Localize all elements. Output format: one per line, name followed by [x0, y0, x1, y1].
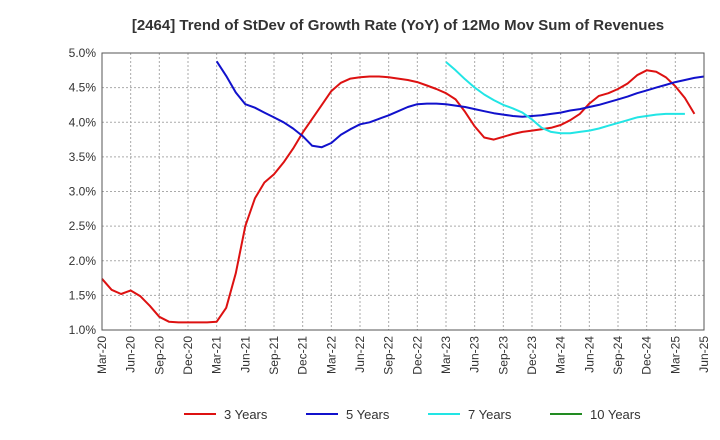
y-tick-label: 1.5% — [69, 288, 97, 302]
x-tick-label: Sep-21 — [267, 336, 281, 375]
series-line-3-years — [101, 69, 696, 324]
x-tick-label: Dec-20 — [181, 336, 195, 375]
x-tick-label: Mar-20 — [95, 336, 109, 374]
y-tick-label: 4.0% — [69, 115, 97, 129]
x-tick-label: Jun-24 — [582, 336, 596, 373]
x-tick-label: Dec-22 — [410, 336, 424, 375]
x-tick-label: Sep-24 — [611, 336, 625, 375]
x-tick-label: Sep-20 — [152, 336, 166, 375]
series-line-5-years — [215, 60, 705, 149]
grid — [102, 53, 704, 330]
series-group — [101, 60, 705, 324]
y-tick-label: 5.0% — [69, 46, 97, 60]
x-tick-label: Jun-23 — [468, 336, 482, 373]
x-axis-ticks: Mar-20 Jun-20 Sep-20 Dec-20 Mar-21 Jun-21 Sep-… — [95, 336, 711, 375]
x-tick-label: Mar-22 — [324, 336, 338, 374]
y-tick-label: 1.0% — [69, 323, 97, 337]
y-tick-label: 2.0% — [69, 254, 97, 268]
series-line-7-years — [445, 61, 685, 135]
x-tick-label: Mar-21 — [210, 336, 224, 374]
legend-label: 7 Years — [468, 407, 512, 422]
y-tick-label: 3.0% — [69, 185, 97, 199]
x-tick-label: Mar-25 — [668, 336, 682, 374]
chart-title: [2464] Trend of StDev of Growth Rate (Yo… — [132, 17, 664, 34]
y-tick-label: 2.5% — [69, 219, 97, 233]
x-tick-label: Jun-21 — [238, 336, 252, 373]
x-tick-label: Sep-22 — [382, 336, 396, 375]
y-axis-ticks: 1.0% 1.5% 2.0% 2.5% 3.0% 3.5% 4.0% 4.5% 5.0% — [69, 46, 97, 337]
x-tick-label: Mar-23 — [439, 336, 453, 374]
legend-label: 10 Years — [590, 407, 641, 422]
x-tick-label: Dec-24 — [640, 336, 654, 375]
x-tick-label: Jun-20 — [124, 336, 138, 373]
legend-label: 3 Years — [224, 407, 268, 422]
x-tick-label: Dec-21 — [296, 336, 310, 375]
x-tick-label: Sep-23 — [496, 336, 510, 375]
x-tick-label: Mar-24 — [554, 336, 568, 374]
legend: 3 Years 5 Years 7 Years 10 Years — [184, 407, 641, 422]
x-tick-label: Jun-22 — [353, 336, 367, 373]
plot-frame — [101, 52, 705, 331]
legend-label: 5 Years — [346, 407, 390, 422]
x-tick-label: Dec-23 — [525, 336, 539, 375]
y-tick-label: 3.5% — [69, 150, 97, 164]
x-tick-label: Jun-25 — [697, 336, 711, 373]
y-tick-label: 4.5% — [69, 81, 97, 95]
